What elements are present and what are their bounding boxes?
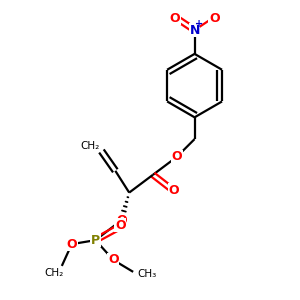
Text: O: O <box>169 184 179 197</box>
Text: CH₂: CH₂ <box>44 268 64 278</box>
Text: O: O <box>108 254 119 266</box>
Text: CH₂: CH₂ <box>80 141 99 151</box>
Text: O: O <box>116 214 127 227</box>
Text: O: O <box>209 12 220 25</box>
Text: O: O <box>115 219 126 232</box>
Text: O: O <box>66 238 77 250</box>
Text: +: + <box>196 19 204 29</box>
Text: N: N <box>189 24 200 37</box>
Text: CH₃: CH₃ <box>137 269 157 279</box>
Text: O: O <box>171 150 182 164</box>
Text: O: O <box>169 12 180 25</box>
Text: P: P <box>91 234 100 247</box>
